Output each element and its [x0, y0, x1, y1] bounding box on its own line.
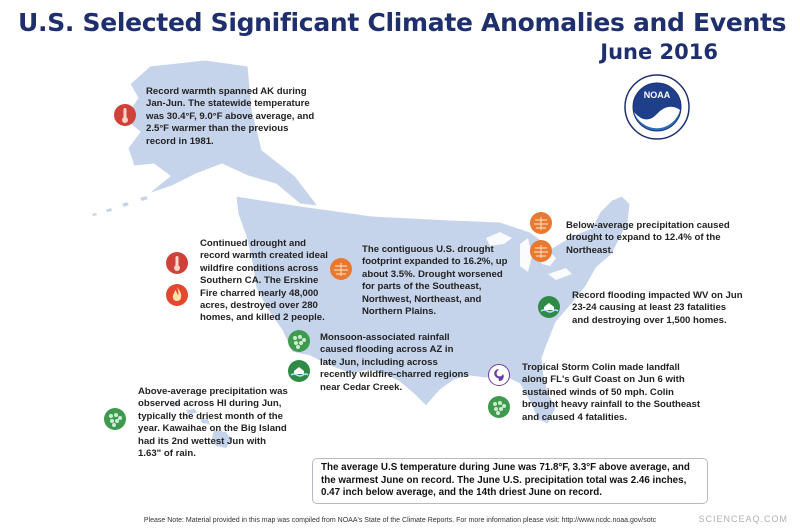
event-caption-colin: Tropical Storm Colin made landfall along… [522, 362, 701, 423]
event-caption-westvirginia: Record flooding impacted WV on Jun 23-24… [572, 290, 743, 326]
map-subtitle: June 2016 [600, 40, 718, 64]
flood-icon [538, 296, 560, 318]
event-caption-northeast: Below-average precipitation caused droug… [566, 220, 730, 256]
noaa-logo: NOAA [624, 74, 690, 140]
event-caption-hawaii: Above-average precipitation was observed… [138, 386, 288, 460]
heavy-rain-icon [104, 408, 126, 430]
wildfire-icon [166, 284, 188, 306]
drought-icon [530, 212, 552, 234]
event-caption-drought: The contiguous U.S. drought footprint ex… [362, 244, 508, 318]
alaska-shape [123, 59, 320, 207]
aleutian-islands [92, 196, 148, 216]
summary-box: The average U.S temperature during June … [312, 458, 708, 504]
footnote: Please Note: Material provided in this m… [143, 517, 657, 524]
event-caption-california: Continued drought and record warmth crea… [200, 238, 328, 324]
event-caption-alaska: Record warmth spanned AK during Jan-Jun.… [146, 86, 315, 147]
noaa-logo-text: NOAA [644, 90, 671, 100]
great-lakes [486, 232, 572, 280]
map-title: U.S. Selected Significant Climate Anomal… [18, 8, 787, 37]
drought-icon [530, 240, 552, 262]
heavy-rain-icon [488, 396, 510, 418]
tropical-storm-icon [488, 364, 510, 386]
flood-icon [288, 360, 310, 382]
warmth-icon [114, 104, 136, 126]
watermark: SCIENCEAQ.COM [698, 514, 788, 524]
event-caption-arizona: Monsoon-associated rainfall caused flood… [320, 332, 469, 393]
drought-icon [330, 258, 352, 280]
heavy-rain-icon [288, 330, 310, 352]
warmth-icon [166, 252, 188, 274]
hawaii-shape [170, 402, 232, 448]
